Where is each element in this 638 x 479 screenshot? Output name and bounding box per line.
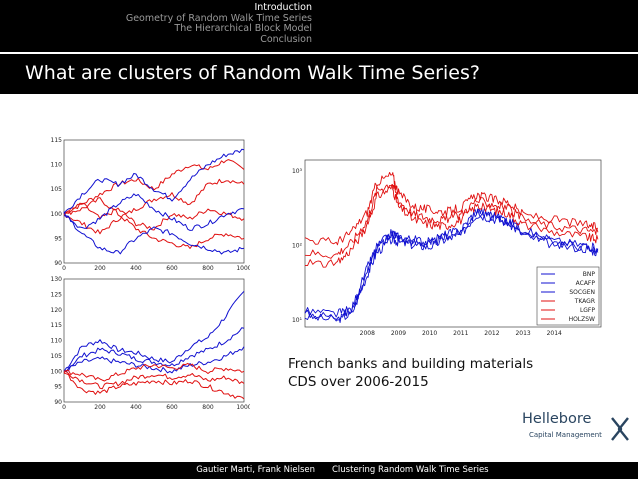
- footer-right-pane: Clustering Random Walk Time Series: [318, 462, 638, 479]
- cds-x-tick-label: 2010: [422, 330, 437, 337]
- plot-top-x-tick-label: 400: [130, 265, 142, 272]
- plot-top-series-blue-line-5: [63, 193, 245, 231]
- plot-bottom-x-tick-label: 0: [62, 404, 66, 411]
- nav-section-introduction[interactable]: Introduction: [254, 2, 312, 13]
- plot-bottom-series-blue-line-2: [63, 346, 245, 374]
- plot-bottom-y-tick-label: 120: [51, 307, 63, 314]
- cds-series-line-holzsw: [304, 184, 599, 268]
- cds-time-series-plot-svg: 10³ 10² 10¹ 2008 2009 2010 2011 2012 2013 2014 BNP…: [292, 159, 602, 337]
- plot-top-y-tick-label: 95: [54, 235, 62, 242]
- cds-legend-label-lgfp: LGFP: [580, 307, 595, 314]
- frame-title-bar: What are clusters of Random Walk Time Se…: [0, 54, 638, 94]
- cds-time-series-plot: 10³ 10² 10¹ 2008 2009 2010 2011 2012 2013 2014 BNP…: [285, 155, 607, 345]
- plot-bottom-series-blue-line-1: [63, 327, 245, 373]
- cds-x-tick-label: 2008: [360, 330, 375, 337]
- logo-subtitle: Capital Management: [529, 431, 602, 439]
- plot-bottom-x-tick-label: 200: [94, 404, 106, 411]
- plot-bottom-x-tick-label: 800: [202, 404, 214, 411]
- cds-legend-box: [536, 266, 600, 326]
- plot-top-series-red-line-2: [63, 203, 245, 231]
- nav-left-pane: Introduction Geometry of Random Walk Tim…: [0, 0, 318, 52]
- slide-title: What are clusters of Random Walk Time Se…: [25, 62, 480, 84]
- plot-top-series-blue-line-6: [63, 211, 245, 255]
- nav-section-block-model[interactable]: The Hierarchical Block Model: [174, 23, 312, 34]
- plot-top-series-red-line-0: [63, 159, 245, 215]
- plot-bottom-y-tick-label: 105: [51, 353, 63, 360]
- random-walk-plot-bottom-svg: 90 95 100 105 110 115 120 125 130 0 200 400 600 800 10…: [51, 276, 252, 411]
- cds-y-tick-label: 10²: [292, 242, 303, 249]
- plot-bottom-y-tick-label: 125: [51, 291, 63, 298]
- nav-section-geometry[interactable]: Geometry of Random Walk Time Series: [125, 12, 312, 24]
- plot-top-y-tick-label: 90: [54, 260, 62, 267]
- footer-left-pane: Gautier Marti, Frank Nielsen: [0, 462, 318, 479]
- plot-bottom-y-tick-label: 100: [51, 368, 63, 375]
- nav-right-pane: [318, 0, 638, 52]
- random-walk-plot-top-svg: 90 95 100 105 110 115 0 200 400 600 800 1000: [51, 137, 252, 272]
- random-walk-plot-top: 90 95 100 105 110 115 0 200 400 600 800 1000: [40, 135, 252, 273]
- cds-x-tick-label: 2013: [515, 330, 530, 337]
- plot-bottom-series-red-line-5: [63, 372, 245, 400]
- plot-bottom-y-tick-label: 115: [51, 322, 63, 329]
- footer-bar: Gautier Marti, Frank Nielsen Clustering …: [0, 462, 638, 479]
- section-navigation: Introduction Geometry of Random Walk Tim…: [0, 0, 638, 52]
- plot-bottom-x-tick-label: 400: [130, 404, 142, 411]
- plot-top-x-tick-label: 200: [94, 265, 106, 272]
- plot-top-y-tick-label: 100: [51, 211, 63, 218]
- nav-section-conclusion[interactable]: Conclusion: [260, 33, 312, 45]
- plot-top-x-tick-label: 800: [202, 265, 214, 272]
- plot-top-x-tick-label: 600: [166, 265, 178, 272]
- cds-legend-label-holzsw: HOLZSW: [569, 316, 595, 323]
- cds-x-tick-label: 2009: [391, 330, 406, 337]
- plot-bottom-series-blue-line-0: [63, 290, 245, 372]
- footer-authors: Gautier Marti, Frank Nielsen: [196, 465, 315, 475]
- hellebore-logo: Hellebore Capital Management: [522, 411, 634, 449]
- plot-top-series-red-line-1: [63, 178, 245, 235]
- plot-bottom-y-tick-label: 130: [51, 276, 63, 283]
- random-walk-plot-bottom: 90 95 100 105 110 115 120 125 130 0 200 400 600 800 10…: [40, 274, 252, 412]
- section-list: Introduction Geometry of Random Walk Tim…: [125, 2, 312, 45]
- plot-bottom-y-tick-label: 95: [54, 384, 62, 391]
- footer-talk-title: Clustering Random Walk Time Series: [332, 465, 489, 475]
- plot-top-x-tick-label: 0: [62, 265, 66, 272]
- cds-legend-label-socgen: SOCGEN: [569, 289, 595, 296]
- plot-top-x-tick-label: 1000: [236, 265, 250, 272]
- cds-series-line-lgfp: [304, 183, 599, 259]
- plot-top-y-tick-label: 105: [51, 186, 63, 193]
- plot-top-y-tick-label: 115: [51, 137, 63, 144]
- figure-caption: French banks and building materials CDS …: [288, 355, 533, 391]
- plot-bottom-y-tick-label: 90: [54, 399, 62, 406]
- caption-line-2: CDS over 2006-2015: [288, 374, 429, 390]
- plot-bottom-series-red-line-3: [63, 362, 245, 382]
- cds-y-tick-label: 10³: [292, 168, 303, 175]
- cds-legend-label-bnp: BNP: [583, 271, 596, 278]
- cds-x-tick-label: 2011: [453, 330, 468, 337]
- plot-top-y-tick-label: 110: [51, 162, 63, 169]
- plot-top-series-red-line-3: [63, 197, 245, 249]
- hellebore-flower-icon: [611, 417, 629, 441]
- cds-legend-label-acafp: ACAFP: [576, 280, 596, 287]
- caption-line-1: French banks and building materials: [288, 356, 534, 372]
- cds-y-tick-label: 10¹: [292, 317, 303, 324]
- cds-legend-label-tkagr: TKAGR: [574, 298, 595, 305]
- logo-name: Hellebore: [522, 411, 592, 427]
- cds-legend: BNP ACAFP SOCGEN TKAGR LGFP HOLZSW: [536, 266, 600, 326]
- plot-bottom-x-tick-label: 1000: [236, 404, 250, 411]
- cds-x-tick-label: 2014: [547, 330, 562, 337]
- cds-series-line-socgen: [304, 207, 599, 318]
- plot-bottom-x-tick-label: 600: [166, 404, 178, 411]
- plot-top-series-blue-line-4: [63, 148, 245, 214]
- plot-bottom-series-red-line-4: [63, 370, 245, 390]
- plot-bottom-y-tick-label: 110: [51, 338, 63, 345]
- cds-series-line-tkagr: [304, 171, 598, 246]
- cds-x-tick-label: 2012: [484, 330, 499, 337]
